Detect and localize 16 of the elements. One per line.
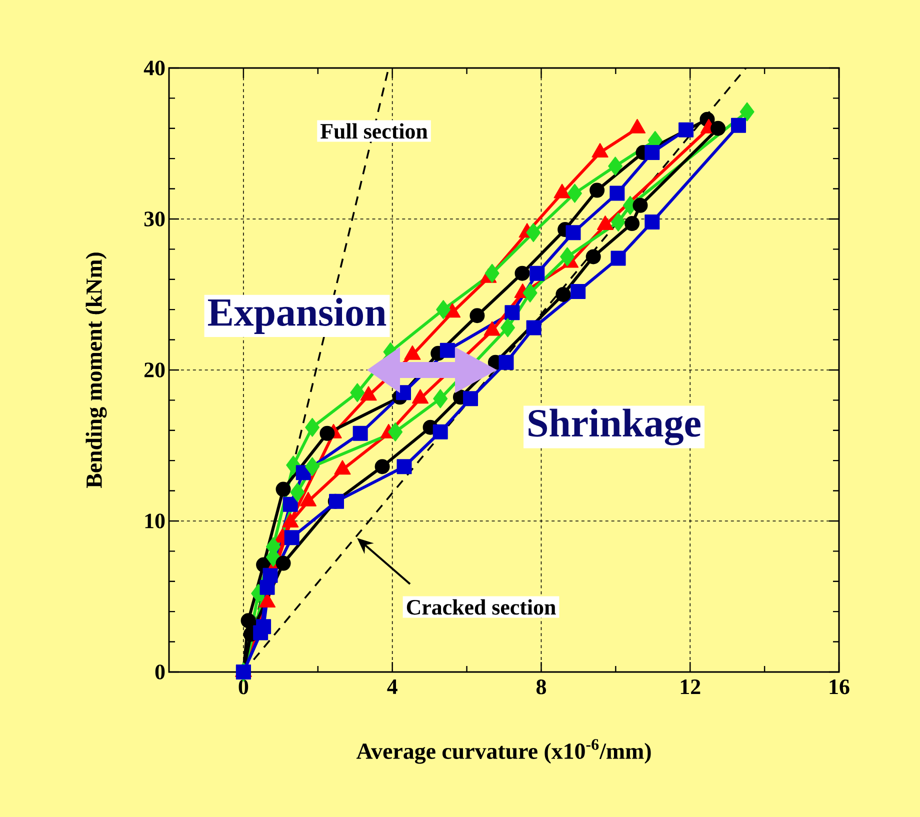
- y-tick-label: 0: [155, 664, 165, 680]
- y-tick-label: 40: [144, 60, 165, 76]
- y-tick-label: 20: [144, 362, 165, 378]
- annotation: Expansion: [208, 298, 386, 334]
- x-tick-label: 12: [680, 680, 700, 694]
- y-tick-label: 10: [145, 514, 165, 528]
- x-axis-title: Average curvature (x10$^{-6}$/mm): [356, 739, 651, 764]
- x-tick-label: 0: [238, 680, 248, 694]
- x-tick-label: 16: [830, 680, 850, 694]
- annotation: Cracked section: [406, 599, 556, 615]
- x-tick-label: 8: [536, 680, 546, 694]
- annotation: Full section: [320, 123, 428, 139]
- y-tick-label: 30: [144, 212, 165, 226]
- annotation: Shrinkage: [528, 408, 700, 446]
- x-tick-label: 4: [387, 680, 398, 694]
- y-axis-title: Bending moment (kNm): [86, 252, 107, 488]
